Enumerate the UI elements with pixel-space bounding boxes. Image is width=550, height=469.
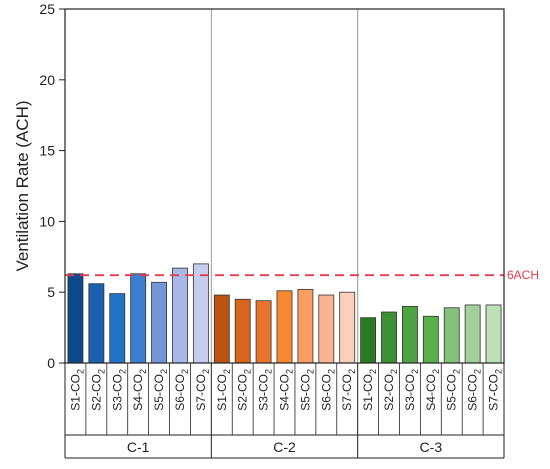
bar-c-2-4 — [276, 290, 293, 364]
x-category-label: S6-CO2 — [319, 369, 336, 411]
bar-c-1-3 — [109, 293, 126, 364]
x-category-label: S5-CO2 — [298, 369, 315, 411]
x-category-label: S2-CO2 — [382, 369, 399, 411]
bar-c-2-1 — [213, 294, 230, 364]
bar-c-2-3 — [255, 300, 272, 364]
bar-c-1-2 — [88, 283, 105, 364]
plot-frame — [64, 8, 505, 364]
bar-c-2-2 — [234, 298, 251, 364]
bar-c-2-7 — [339, 291, 356, 364]
bar-c-1-4 — [130, 273, 147, 364]
y-tick-label: 0 — [47, 355, 55, 371]
bar-c-3-7 — [485, 304, 502, 364]
x-category-label: S7-CO2 — [487, 369, 504, 411]
x-axis-category-table: S1-CO2S2-CO2S3-CO2S4-CO2S5-CO2S6-CO2S7-C… — [64, 363, 505, 459]
x-category-label: S5-CO2 — [152, 369, 169, 411]
y-tick-label: 15 — [39, 143, 55, 159]
x-category-label: S3-CO2 — [403, 369, 420, 411]
x-category-label: S1-CO2 — [361, 369, 378, 411]
bar-c-3-3 — [402, 305, 418, 364]
bar-c-3-6 — [464, 304, 481, 364]
x-category-label: S1-CO2 — [215, 369, 232, 411]
x-category-label: S2-CO2 — [236, 369, 253, 411]
x-category-label: S3-CO2 — [257, 369, 274, 411]
x-category-label: S4-CO2 — [424, 369, 441, 411]
x-category-label: S3-CO2 — [110, 369, 127, 411]
x-category-label: S7-CO2 — [194, 369, 211, 411]
bar-c-1-6 — [172, 267, 188, 364]
x-group-label-c-3: C-3 — [420, 439, 443, 455]
bars — [67, 263, 502, 364]
x-category-label: S5-CO2 — [445, 369, 462, 411]
x-category-label: S2-CO2 — [89, 369, 106, 411]
y-tick-label: 10 — [39, 213, 55, 229]
bar-c-3-1 — [360, 317, 377, 364]
y-tick-label: 5 — [47, 284, 55, 300]
y-tick-label: 25 — [39, 1, 55, 17]
x-category-label: S1-CO2 — [68, 369, 85, 411]
x-group-label-c-1: C-1 — [127, 439, 150, 455]
bar-c-2-5 — [297, 288, 314, 364]
x-category-label: S4-CO2 — [278, 369, 295, 411]
x-category-label: S4-CO2 — [131, 369, 148, 411]
reference-line-label: 6ACH — [507, 268, 539, 282]
reference-line-group: 6ACH — [65, 268, 539, 282]
x-category-label: S6-CO2 — [466, 369, 483, 411]
bar-c-3-4 — [422, 315, 439, 364]
y-axis-ticks: 0 5 10 15 20 25 — [39, 1, 65, 371]
group-separators — [210, 9, 359, 363]
y-tick-label: 20 — [39, 72, 55, 88]
bar-c-1-5 — [151, 281, 167, 364]
x-category-label: S6-CO2 — [173, 369, 190, 411]
bar-c-1-1 — [67, 273, 84, 364]
bar-c-3-5 — [443, 307, 460, 364]
x-group-label-c-2: C-2 — [273, 439, 296, 455]
bar-c-3-2 — [381, 311, 397, 364]
x-category-label: S7-CO2 — [340, 369, 357, 411]
bar-c-2-6 — [318, 294, 335, 364]
y-axis-title: Ventilation Rate (ACH) — [13, 100, 32, 271]
bar-c-1-7 — [192, 263, 209, 364]
